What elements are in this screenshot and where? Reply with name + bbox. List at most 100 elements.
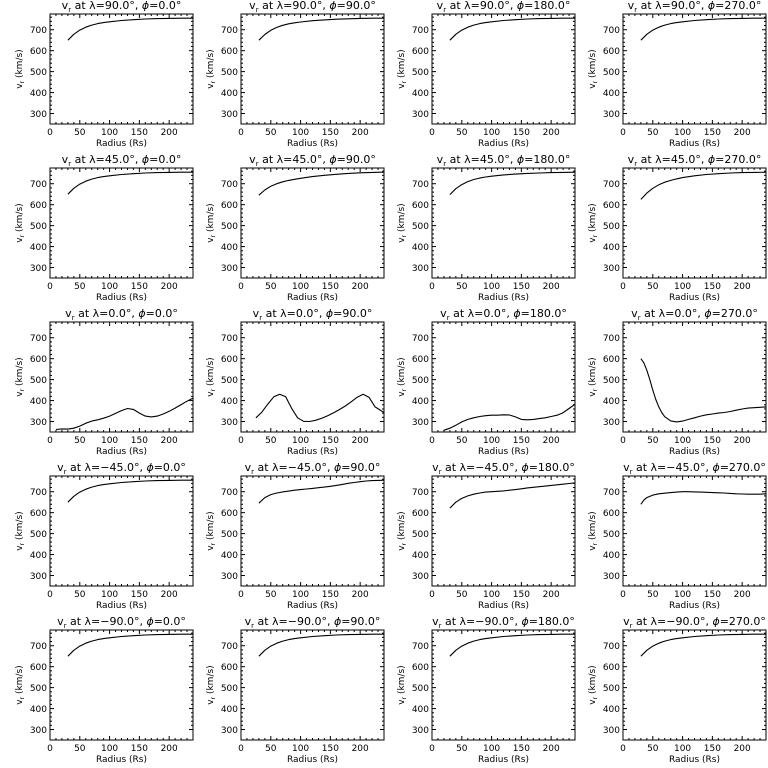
panel-title: vr at λ=45.0°, ϕ=180.0°: [437, 153, 571, 168]
vr-profile-line: [67, 17, 193, 41]
x-tick-label: 150: [513, 282, 530, 292]
x-tick-label: 200: [352, 436, 369, 446]
x-tick-label: 50: [74, 744, 86, 754]
x-tick-label: 0: [429, 128, 435, 138]
vr-profile-line: [67, 171, 193, 195]
title-location: at λ=−90.0°,: [66, 615, 146, 628]
y-axis-subscript: r: [210, 542, 217, 545]
title-var: v: [623, 461, 630, 474]
y-tick-label: 300: [603, 418, 620, 428]
panel-4-0: vr at λ=−90.0°, ϕ=0.0°0 50 100 150 200300400…: [15, 615, 194, 765]
x-tick-label: 50: [265, 128, 277, 138]
title-location: at λ=−90.0°,: [632, 615, 712, 628]
y-axis-var: v: [206, 83, 216, 89]
title-phi: ϕ: [334, 461, 341, 474]
plot-frame: [49, 13, 194, 125]
x-tick-label: 200: [543, 436, 560, 446]
title-phi-value: =180.0°: [529, 615, 575, 628]
y-axis-subscript: r: [210, 234, 217, 237]
title-phi-value: =180.0°: [529, 461, 575, 474]
x-axis-label: Radius (Rs): [669, 755, 720, 765]
y-tick-label: 600: [221, 663, 238, 673]
y-tick-label: 700: [221, 26, 238, 36]
panel-title: vr at λ=0.0°, ϕ=0.0°: [65, 307, 178, 322]
x-axis-label: Radius (Rs): [96, 139, 147, 149]
y-tick-label: 400: [603, 89, 620, 99]
y-tick-label: 500: [221, 530, 238, 540]
x-axis-label: Radius (Rs): [287, 293, 338, 303]
y-tick-label: 600: [603, 201, 620, 211]
y-axis-label: vr (km/s): [397, 357, 408, 396]
y-tick-label: 400: [603, 705, 620, 715]
y-axis-label: vr (km/s): [588, 511, 599, 550]
title-phi: ϕ: [329, 153, 336, 166]
title-subscript: r: [443, 6, 446, 14]
plot-frame: [240, 321, 385, 433]
x-tick-label: 0: [429, 282, 435, 292]
plot-frame: [622, 13, 767, 125]
title-var: v: [62, 0, 69, 12]
panel-title: vr at λ=45.0°, ϕ=90.0°: [249, 153, 376, 168]
y-tick-label: 500: [30, 530, 47, 540]
panel-title: vr at λ=−90.0°, ϕ=270.0°: [623, 615, 766, 630]
plot-frame: [49, 475, 194, 587]
x-tick-label: 50: [647, 128, 659, 138]
y-axis-subscript: r: [210, 388, 217, 391]
y-axis-var: v: [15, 391, 25, 397]
x-tick-label: 100: [292, 590, 309, 600]
y-tick-label: 300: [221, 572, 238, 582]
x-tick-label: 0: [620, 128, 626, 138]
y-tick-label: 700: [412, 334, 429, 344]
y-axis-unit: (km/s): [397, 49, 407, 81]
x-tick-label: 100: [674, 128, 691, 138]
y-tick-label: 600: [412, 47, 429, 57]
title-var: v: [628, 153, 635, 166]
title-phi: ϕ: [142, 0, 149, 12]
x-tick-label: 100: [674, 744, 691, 754]
plot-frame: [240, 167, 385, 279]
y-axis-subscript: r: [210, 696, 217, 699]
panel-0-3: vr at λ=90.0°, ϕ=270.0°0 50 100 150 20030040…: [588, 0, 767, 149]
x-axis-label: Radius (Rs): [669, 139, 720, 149]
panel-title: vr at λ=90.0°, ϕ=270.0°: [628, 0, 762, 14]
title-phi: ϕ: [712, 615, 719, 628]
x-axis-label: Radius (Rs): [478, 139, 529, 149]
vr-profile-line: [640, 491, 766, 505]
y-tick-label: 300: [412, 110, 429, 120]
x-tick-label: 0: [238, 128, 244, 138]
title-phi-value: =270.0°: [712, 307, 758, 320]
y-tick-label: 600: [30, 509, 47, 519]
x-tick-label: 200: [161, 128, 178, 138]
x-tick-label: 0: [429, 744, 435, 754]
panel-3-0: vr at λ=−45.0°, ϕ=0.0°0 50 100 150 200300400…: [15, 461, 194, 611]
y-axis-subscript: r: [401, 234, 408, 237]
y-axis-label: vr (km/s): [397, 49, 408, 88]
title-phi-value: =90.0°: [337, 153, 376, 166]
title-location: at λ=−45.0°,: [441, 461, 521, 474]
title-location: at λ=0.0°,: [450, 307, 514, 320]
x-axis-label: Radius (Rs): [287, 601, 338, 611]
y-tick-label: 700: [30, 26, 47, 36]
title-location: at λ=90.0°,: [259, 0, 330, 12]
title-subscript: r: [439, 622, 442, 630]
y-axis-subscript: r: [19, 234, 26, 237]
y-tick-label: 700: [30, 488, 47, 498]
y-tick-label: 700: [221, 642, 238, 652]
title-subscript: r: [638, 314, 641, 322]
title-var: v: [253, 307, 260, 320]
x-axis-label: Radius (Rs): [287, 755, 338, 765]
x-tick-label: 100: [483, 282, 500, 292]
y-axis-subscript: r: [19, 80, 26, 83]
y-tick-label: 400: [30, 397, 47, 407]
title-phi-value: =90.0°: [333, 307, 372, 320]
x-tick-label: 200: [352, 744, 369, 754]
x-tick-label: 100: [674, 590, 691, 600]
x-tick-label: 0: [620, 744, 626, 754]
y-tick-label: 300: [30, 418, 47, 428]
x-tick-label: 50: [647, 744, 659, 754]
x-axis-label: Radius (Rs): [287, 139, 338, 149]
x-tick-label: 150: [513, 436, 530, 446]
panel-1-0: vr at λ=45.0°, ϕ=0.0°0 50 100 150 2003004005…: [15, 153, 194, 303]
y-tick-label: 300: [412, 264, 429, 274]
x-axis-label: Radius (Rs): [478, 447, 529, 457]
